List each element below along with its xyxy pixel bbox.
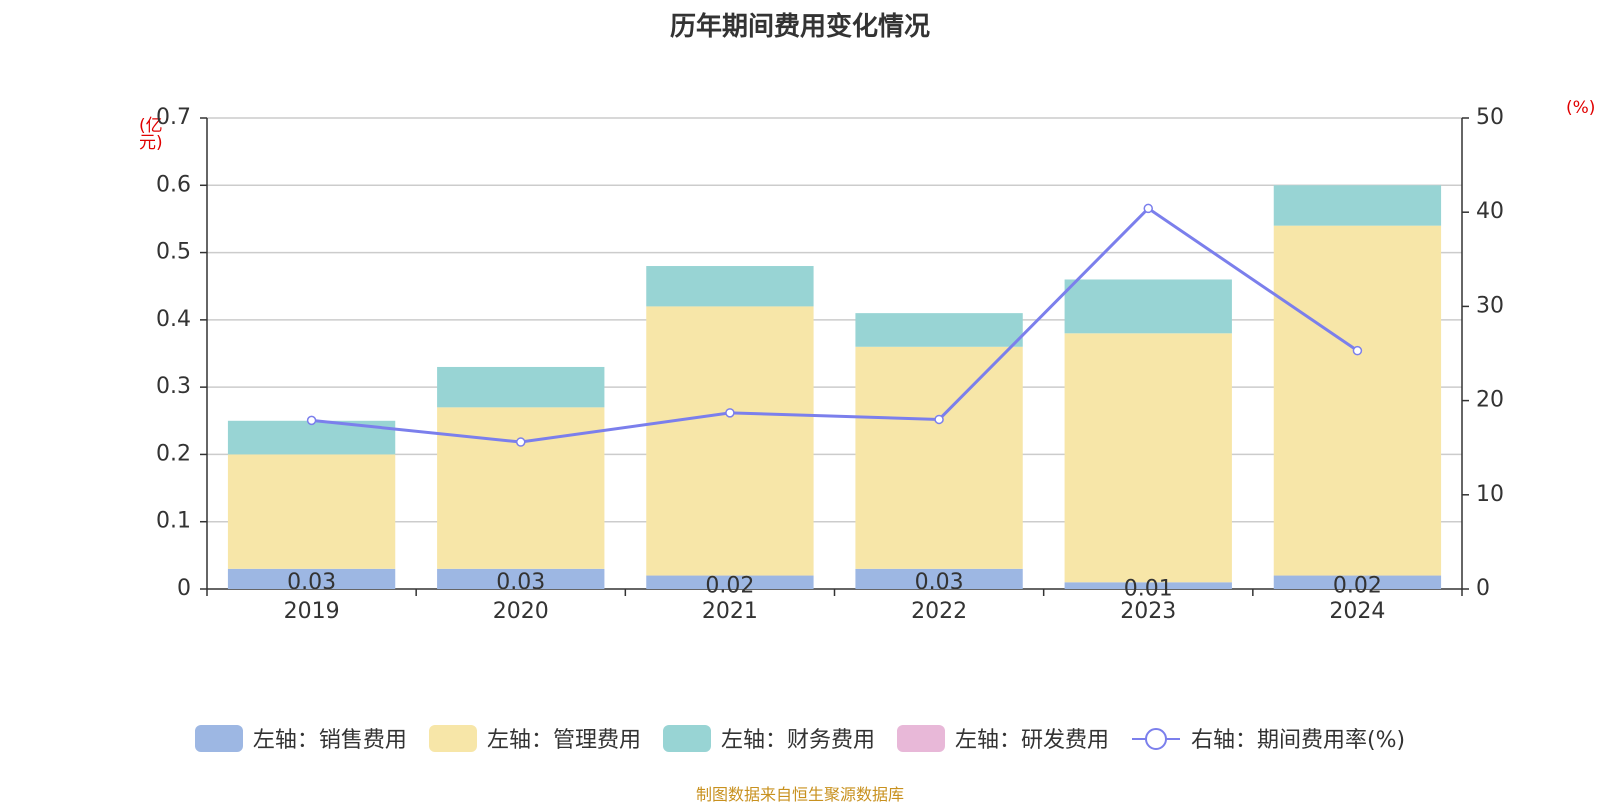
x-axis-tick-label: 2024 xyxy=(1329,599,1385,624)
left-axis-unit: (亿元) xyxy=(139,116,163,153)
bar-sales xyxy=(646,575,814,589)
x-axis-tick-label: 2019 xyxy=(284,599,340,624)
bar-admin xyxy=(855,346,1023,569)
data-label-sales: 0.01 xyxy=(1124,577,1173,602)
legend-label-admin: 左轴：管理费用 xyxy=(486,728,641,753)
bar-admin xyxy=(646,306,814,576)
bar-admin xyxy=(227,454,396,569)
legend-swatch-rd xyxy=(896,724,945,752)
ratio-point xyxy=(1352,345,1363,356)
legend-item-rd[interactable]: 左轴：研发费用 xyxy=(896,722,1109,754)
ratio-point xyxy=(934,414,944,425)
ratio-point xyxy=(1143,203,1153,214)
bar-sales xyxy=(437,568,605,589)
right-axis-tick-label: 10 xyxy=(1476,482,1504,507)
legend-label-rd: 左轴：研发费用 xyxy=(954,728,1109,753)
data-label-sales: 0.03 xyxy=(287,570,336,595)
left-axis-tick-label: 0.4 xyxy=(156,307,191,332)
bar-finance xyxy=(1273,185,1442,226)
bar-finance xyxy=(1064,279,1232,334)
left-axis-tick-label: 0.5 xyxy=(156,240,191,265)
chart-title: 历年期间费用变化情况 xyxy=(669,12,930,42)
legend-item-sales[interactable]: 左轴：销售费用 xyxy=(194,722,407,754)
bar-sales xyxy=(227,568,396,589)
x-axis-tick-label: 2022 xyxy=(911,599,967,624)
ratio-point xyxy=(725,408,735,418)
bar-sales xyxy=(1273,575,1442,589)
legend-swatch-sales xyxy=(194,724,243,752)
data-label-sales: 0.02 xyxy=(705,573,754,598)
legend: 左轴：销售费用 左轴：管理费用 左轴：财务费用 左轴：研发费用 右轴：期间费用率… xyxy=(0,722,1600,754)
x-axis-tick-label: 2021 xyxy=(702,599,758,624)
legend-item-finance[interactable]: 左轴：财务费用 xyxy=(662,722,875,754)
ratio-point xyxy=(306,415,317,426)
right-axis-tick-label: 20 xyxy=(1476,388,1504,413)
bar-admin xyxy=(437,407,605,569)
right-axis-tick-label: 40 xyxy=(1476,199,1504,224)
legend-label-sales: 左轴：销售费用 xyxy=(252,728,407,753)
data-label-sales: 0.02 xyxy=(1333,573,1382,598)
legend-item-admin[interactable]: 左轴：管理费用 xyxy=(428,722,641,754)
legend-label-finance: 左轴：财务费用 xyxy=(720,728,875,753)
left-axis-tick-label: 0.2 xyxy=(156,441,191,466)
data-label-sales: 0.03 xyxy=(915,570,964,595)
ratio-point xyxy=(516,437,526,447)
bar-admin xyxy=(1064,333,1232,583)
legend-label-ratio: 右轴：期间费用率(%) xyxy=(1190,728,1406,753)
legend-swatch-finance xyxy=(662,724,711,752)
bar-finance xyxy=(855,313,1023,347)
bar-admin xyxy=(1273,225,1442,576)
bar-finance xyxy=(437,366,605,408)
legend-line-swatch-ratio xyxy=(1131,727,1180,750)
left-axis-tick-label: 0.6 xyxy=(156,172,191,197)
legend-swatch-admin xyxy=(428,724,477,752)
left-axis-tick-label: 0.1 xyxy=(156,509,191,534)
data-label-sales: 0.03 xyxy=(496,570,545,595)
bar-sales xyxy=(855,568,1023,589)
right-axis-tick-label: 0 xyxy=(1476,576,1490,601)
x-axis-tick-label: 2023 xyxy=(1120,599,1176,624)
left-axis-tick-label: 0.3 xyxy=(156,374,191,399)
bar-sales xyxy=(1064,582,1232,589)
x-axis-tick-label: 2020 xyxy=(493,599,549,624)
source-note: 制图数据来自恒生聚源数据库 xyxy=(695,785,904,804)
left-axis-tick-label: 0.7 xyxy=(156,105,191,130)
legend-item-ratio[interactable]: 右轴：期间费用率(%) xyxy=(1131,722,1405,754)
left-axis-tick-label: 0 xyxy=(177,576,191,601)
right-axis-tick-label: 30 xyxy=(1476,293,1504,318)
ratio-line xyxy=(311,206,1359,444)
bar-finance xyxy=(646,266,814,307)
right-axis-tick-label: 50 xyxy=(1476,105,1504,130)
